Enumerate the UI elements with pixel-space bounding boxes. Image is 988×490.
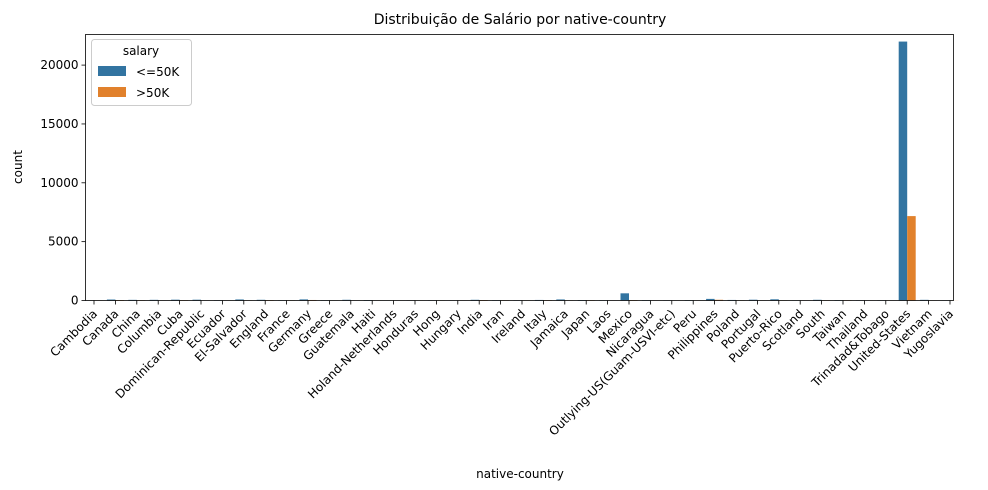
chart-title: Distribuição de Salário por native-count… [374,12,667,28]
legend-swatch-gt50k [98,87,126,97]
legend-swatch-le50k [98,66,126,76]
y-tick-label: 15000 [40,117,78,131]
y-tick-label: 20000 [40,58,78,72]
bar-le50k-germany [299,299,308,301]
bar-le50k-mexico [620,293,629,301]
x-axis-title: native-country [476,467,564,481]
bar-gt50k-united-states [907,216,916,301]
bar-le50k-jamaica [556,299,565,301]
bar-le50k-puerto-rico [770,299,779,301]
legend-label-le50k: <=50K [136,65,180,79]
bar-le50k-canada [106,299,116,301]
y-tick-label: 5000 [48,235,79,249]
bar-le50k-philippines [706,298,715,301]
plot-frame [85,34,954,301]
legend: salary <=50K >50K [91,39,192,106]
y-axis-title: count [11,150,25,184]
bar-le50k-united-states [898,41,908,301]
y-tick-label: 0 [71,294,79,308]
y-axis: 0 5000 10000 15000 20000 [40,58,86,308]
legend-title: salary [123,44,159,58]
bar-le50k-cuba [171,299,180,301]
bar-le50k-el-salvador [235,299,244,301]
y-tick-label: 10000 [40,176,78,190]
bars-group [85,41,959,301]
legend-label-gt50k: >50K [136,86,170,100]
x-axis: CambodiaCanadaChinaColumbiaCubaDominican… [47,300,956,438]
